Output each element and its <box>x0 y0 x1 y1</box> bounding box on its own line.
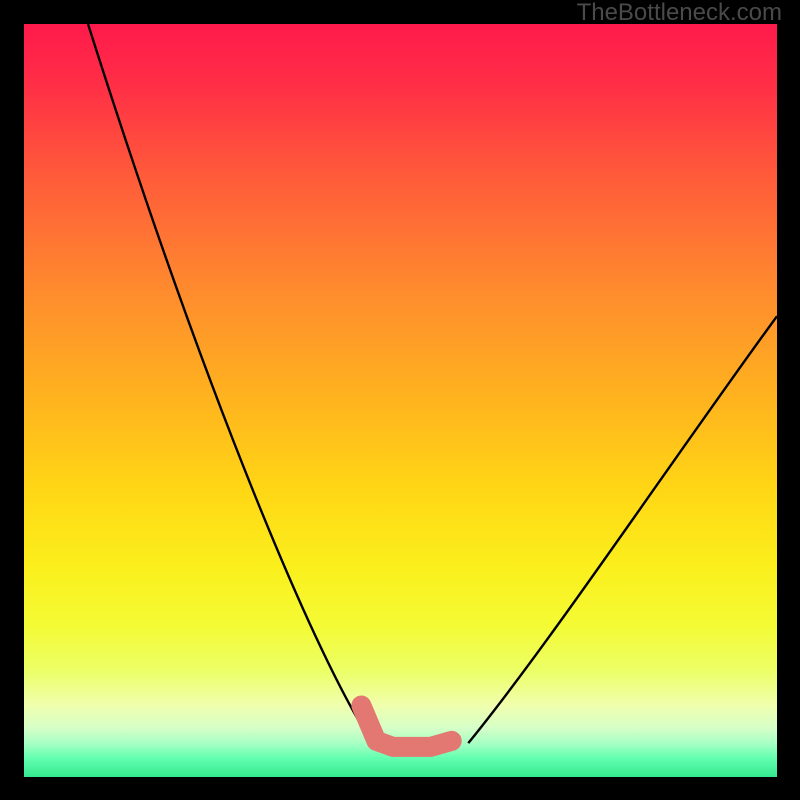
left-curve <box>88 24 378 751</box>
curve-layer <box>24 24 777 777</box>
watermark-text: TheBottleneck.com <box>577 0 782 27</box>
chart-stage: TheBottleneck.com <box>0 0 800 800</box>
plot-area <box>24 24 777 777</box>
right-curve <box>468 316 777 743</box>
flat-segment-a <box>361 705 451 746</box>
